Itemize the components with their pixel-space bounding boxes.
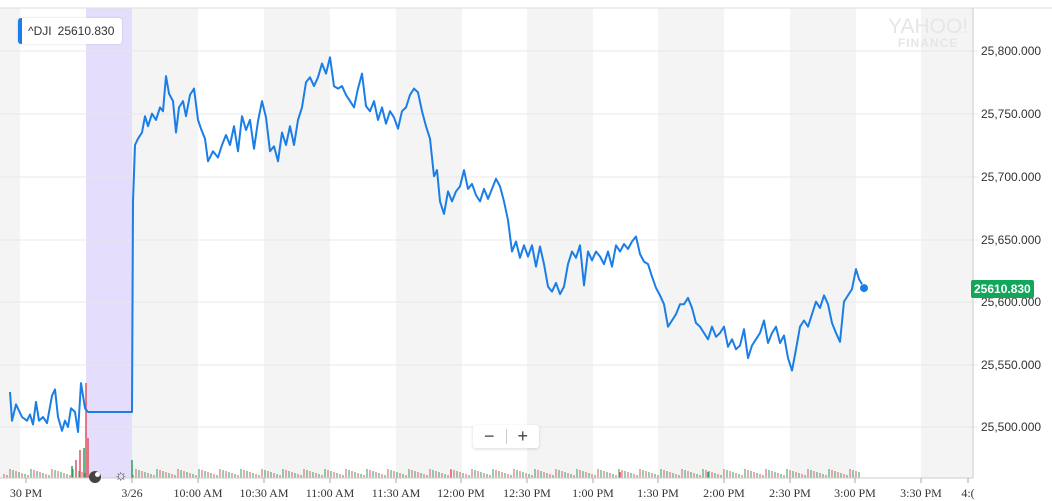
legend-symbol: ^DJI (28, 24, 52, 38)
time-bands (0, 8, 973, 478)
x-axis-ticks (25, 478, 969, 483)
zoom-controls: − + (473, 425, 539, 448)
y-axis-label: 25,800.000 (981, 44, 1042, 58)
x-axis-label: 3:00 PM (834, 486, 876, 500)
x-axis-label: 11:00 AM (305, 486, 355, 500)
symbol-legend[interactable]: ^DJI 25610.830 (18, 18, 123, 44)
x-axis-label: 4:( (961, 486, 975, 500)
x-axis-label: 3:30 PM (900, 486, 942, 500)
yahoo-finance-watermark: YAHOO! FINANCE (888, 16, 968, 49)
x-axis-label: 12:30 PM (503, 486, 551, 500)
x-axis-label: 2:00 PM (703, 486, 745, 500)
moon-icon (89, 471, 101, 483)
y-axis-label: 25,500.000 (981, 420, 1042, 434)
last-price-marker (860, 284, 868, 293)
x-axis-label: 30 PM (9, 486, 43, 500)
watermark-line2: FINANCE (897, 36, 959, 50)
sun-icon: ☼ (114, 467, 128, 484)
zoom-out-button[interactable]: − (483, 426, 495, 446)
x-axis-label: 1:30 PM (637, 486, 679, 500)
series-color-swatch (18, 18, 22, 44)
zoom-in-button[interactable]: + (517, 426, 528, 446)
volume-histogram (3, 383, 860, 478)
current-price-tag: 25610.830 (971, 280, 1034, 298)
legend-value: 25610.830 (57, 24, 115, 38)
y-axis-label: 25,600.000 (981, 295, 1042, 309)
x-axis-label: 2:30 PM (769, 486, 811, 500)
y-axis-label: 25,650.000 (981, 233, 1042, 247)
y-axis-label: 25,550.000 (981, 358, 1042, 372)
x-axis-label: 10:30 AM (239, 486, 289, 500)
x-axis-label: 11:30 AM (371, 486, 421, 500)
y-axis-label: 25,700.000 (981, 170, 1042, 184)
x-axis-label: 12:00 PM (437, 486, 485, 500)
watermark-line1: YAHOO! (888, 15, 969, 38)
price-line (9, 56, 863, 433)
x-axis-label: 1:00 PM (572, 486, 614, 500)
x-axis-label: 3/26 (121, 486, 143, 500)
zoom-separator (505, 429, 507, 444)
y-axis-label: 25,750.000 (981, 107, 1042, 121)
x-axis-label: 10:00 AM (173, 486, 223, 500)
